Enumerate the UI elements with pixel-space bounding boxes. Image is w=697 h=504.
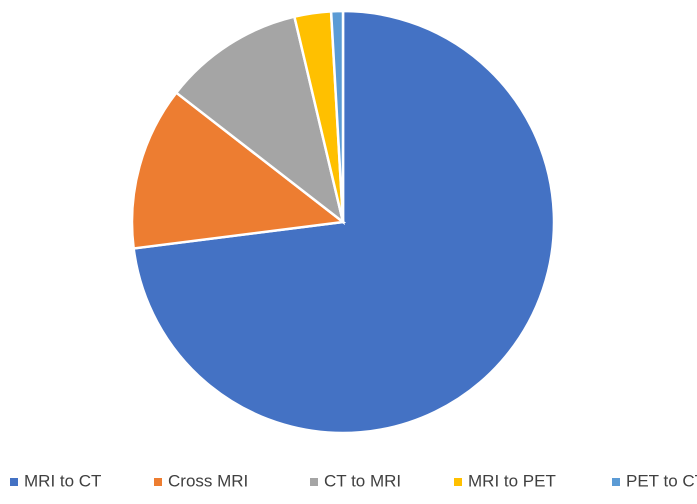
pie-slice: [130, 90, 347, 250]
legend-swatch: [10, 478, 18, 486]
legend-swatch: [154, 478, 162, 486]
legend-swatch: [612, 478, 620, 486]
legend-swatch: [310, 478, 318, 486]
legend-label: PET to CT: [626, 471, 697, 490]
pie-slice: [174, 15, 346, 226]
legend-label: MRI to PET: [468, 471, 556, 490]
pie-slice: [329, 9, 345, 223]
legend-label: CT to MRI: [324, 471, 401, 490]
legend-label: MRI to CT: [24, 471, 101, 490]
legend-label: Cross MRI: [168, 471, 248, 490]
legend-swatch: [454, 478, 462, 486]
